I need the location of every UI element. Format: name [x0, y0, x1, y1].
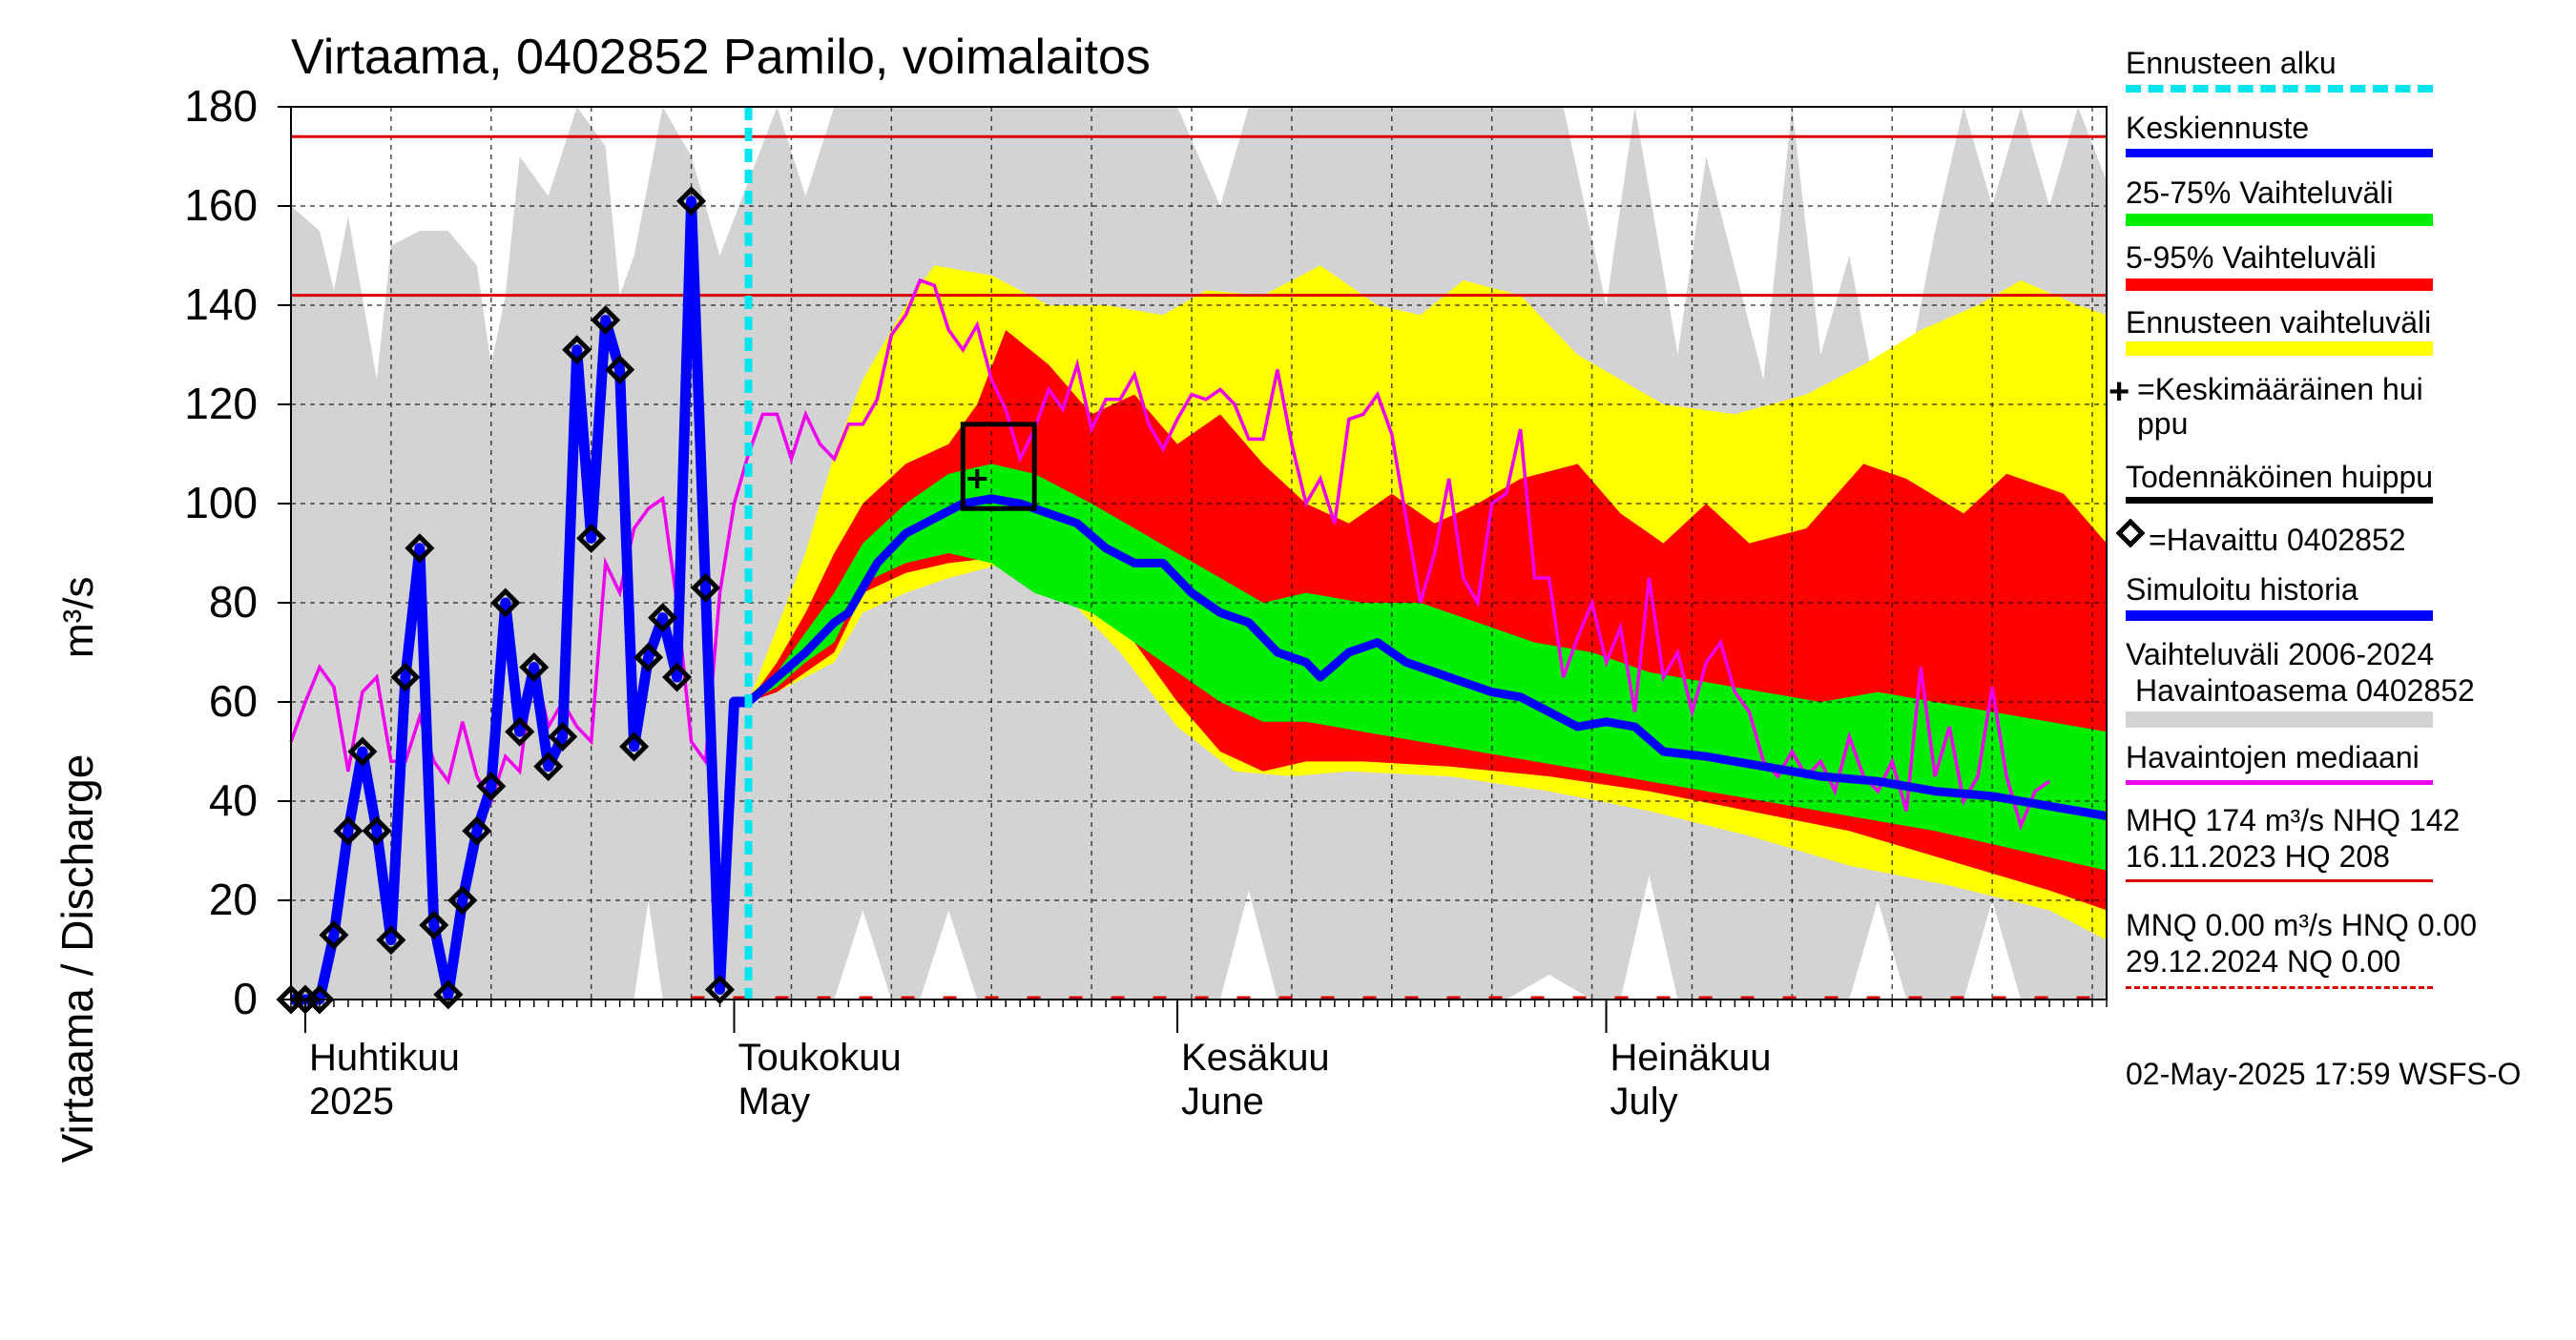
stats-mnq-hnq: MNQ 0.00 m³/s HNQ 0.00 [2126, 908, 2478, 942]
x-month-label: Kesäkuu June [1181, 1037, 1330, 1123]
probable-peak-box [960, 422, 1037, 511]
y-tick-label: 120 [184, 379, 258, 428]
y-axis-label: Virtaama / Discharge [52, 753, 102, 1164]
y-tick-label: 60 [208, 676, 258, 726]
legend-forecast-range-label: Ennusteen vaihteluväli [2126, 305, 2432, 340]
observed-point [691, 572, 721, 603]
timestamp-footer: 02-May-2025 17:59 WSFS-O [2126, 1057, 2522, 1091]
observed-point [634, 642, 664, 672]
observed-point [462, 815, 492, 846]
legend-mean-forecast-swatch [2126, 149, 2433, 157]
chart-title: Virtaama, 0402852 Pamilo, voimalaitos [291, 30, 1151, 85]
legend-median-label: Havaintojen mediaani [2126, 740, 2420, 774]
observed-point [576, 523, 607, 553]
stats-high-swatch [2126, 879, 2433, 882]
observed-point [505, 716, 535, 747]
stats-low-swatch [2126, 986, 2433, 989]
observed-point [662, 662, 693, 692]
median-line [289, 278, 2051, 832]
legend-5-95-swatch [2126, 278, 2433, 291]
observed-point [405, 533, 435, 564]
y-tick-label: 0 [233, 974, 258, 1023]
legend-forecast-start-label: Ennusteen alku [2126, 46, 2337, 80]
observed-point [591, 305, 621, 336]
legend-history-station-label: Havaintoasema 0402852 [2135, 673, 2475, 708]
legend-probable-peak-label: Todennäköinen huippu [2126, 460, 2434, 494]
observed-point [476, 771, 507, 801]
observed-point [619, 732, 650, 762]
observed-point [390, 662, 421, 692]
chart [276, 106, 2108, 1033]
observed-point [490, 588, 521, 618]
observed-point [362, 815, 392, 846]
observed-point [562, 335, 592, 365]
legend-forecast-range-swatch [2126, 341, 2433, 356]
plus-icon: + [2109, 372, 2130, 412]
stats-mhq-nhq: MHQ 174 m³/s NHQ 142 [2126, 803, 2461, 837]
observed-point [648, 603, 678, 633]
legend-25-75-label: 25-75% Vaihteluväli [2126, 175, 2394, 210]
y-tick-label: 80 [208, 577, 258, 627]
y-tick-label: 140 [184, 279, 258, 329]
legend-probable-peak-swatch [2126, 497, 2433, 504]
y-tick-label: 100 [184, 478, 258, 527]
observed-point [533, 752, 564, 782]
observed-point [419, 910, 449, 940]
mean-forecast-line [745, 494, 2108, 821]
observed-point [519, 652, 550, 683]
legend-observed-label: =Havaittu 0402852 [2149, 523, 2406, 557]
observed-point [548, 721, 578, 752]
y-axis-unit: m³/s [55, 576, 102, 658]
legend-mean-forecast-label: Keskiennuste [2126, 111, 2310, 145]
legend-history-swatch [2126, 711, 2433, 728]
y-tick-label: 20 [208, 875, 258, 924]
observed-point [347, 736, 378, 767]
y-tick-label: 180 [184, 81, 258, 131]
y-tick-label: 40 [208, 775, 258, 825]
x-month-label: Huhtikuu 2025 [308, 1037, 460, 1123]
observed-point [333, 815, 364, 846]
legend-simulated-swatch [2126, 610, 2433, 621]
observed-point [676, 186, 707, 216]
stats-nq-date: 29.12.2024 NQ 0.00 [2126, 944, 2401, 979]
legend-forecast-start-swatch [2126, 85, 2433, 93]
observed-point [605, 355, 635, 385]
legend-mean-peak-label: =Keskimääräinen huippu [2137, 372, 2423, 441]
legend-history-range-label: Vaihteluväli 2006-2024 [2126, 637, 2435, 671]
diamond-icon [2115, 518, 2146, 555]
observed-point [447, 885, 478, 916]
simulated-history-line [291, 196, 749, 1005]
plot-frame [290, 106, 2108, 1000]
legend-median-swatch [2126, 780, 2433, 785]
observed-point [319, 919, 349, 950]
legend-simulated-label: Simuloitu historia [2126, 572, 2358, 607]
observed-point [304, 984, 335, 1015]
observed-point [376, 925, 406, 956]
y-tick-label: 160 [184, 180, 258, 230]
legend-25-75-swatch [2126, 214, 2433, 226]
stats-hq-date: 16.11.2023 HQ 208 [2126, 839, 2390, 874]
x-month-label: Heinäkuu July [1610, 1037, 1772, 1123]
legend-5-95-label: 5-95% Vaihteluväli [2126, 240, 2377, 275]
x-month-label: Toukokuu May [737, 1037, 902, 1123]
mean-peak-marker [967, 469, 987, 488]
